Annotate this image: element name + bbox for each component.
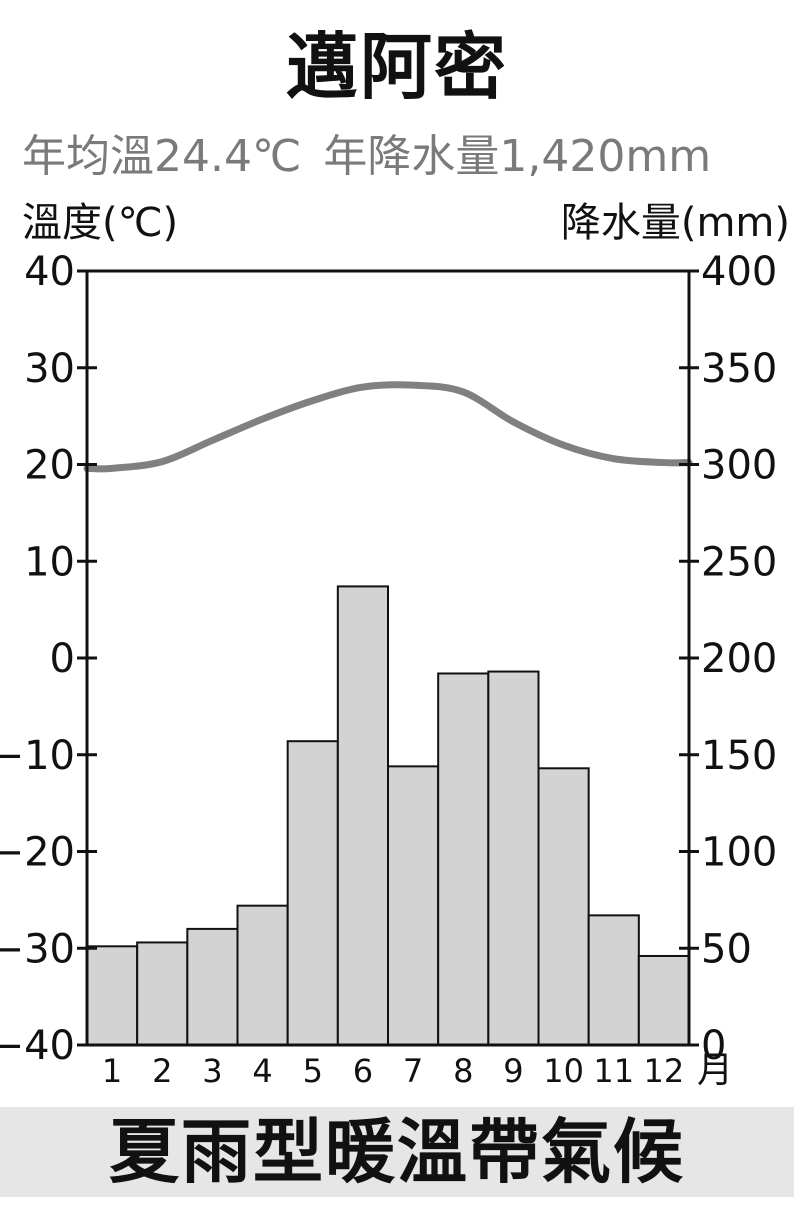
temperature-line [83, 381, 693, 473]
precip-bar-12 [637, 954, 690, 1046]
left-tick-label: 40 [24, 249, 75, 295]
month-label: 7 [403, 1052, 423, 1090]
left-tick-label: 0 [50, 636, 75, 682]
precip-bar-4 [236, 904, 289, 1046]
x-axis-unit-label: 月 [697, 1050, 733, 1091]
month-label: 6 [353, 1052, 373, 1090]
right-tick-label: 400 [701, 249, 777, 295]
right-tick-label: 50 [701, 926, 752, 972]
month-label: 2 [152, 1052, 172, 1090]
month-label: 9 [503, 1052, 523, 1090]
month-label: 8 [453, 1052, 473, 1090]
right-tick-label: 100 [701, 830, 777, 876]
precip-bar-10 [537, 767, 590, 1046]
right-axis-label: 降水量(mm) [560, 200, 790, 246]
precip-bar-6 [336, 585, 390, 1047]
precip-bar-3 [186, 927, 239, 1047]
precip-bar-7 [387, 765, 440, 1046]
annual-mean-temp: 年均溫24.4℃ [22, 131, 302, 182]
left-tick-label: −10 [0, 733, 75, 779]
month-label: 5 [303, 1052, 323, 1090]
precip-bar-9 [487, 670, 540, 1046]
annual-precip: 年降水量1,420mm [323, 131, 712, 182]
right-tick-label: 150 [701, 733, 777, 779]
left-tick-label: −30 [0, 926, 75, 972]
month-label: 1 [102, 1052, 122, 1090]
chart-title: 邁阿密 [285, 25, 508, 109]
left-tick-label: 20 [24, 443, 75, 489]
right-tick-label: 0 [701, 1023, 726, 1069]
month-label: 10 [543, 1052, 584, 1090]
month-label: 11 [593, 1052, 634, 1090]
right-tick-label: 250 [701, 539, 777, 585]
month-label: 3 [202, 1052, 222, 1090]
left-tick-label: −40 [0, 1023, 75, 1069]
footer-band [0, 1107, 794, 1197]
left-tick-label: 30 [24, 346, 75, 392]
chart-subtitle: 年均溫24.4℃ 年降水量1,420mm [22, 120, 733, 184]
left-tick-label: 10 [24, 539, 75, 585]
left-tick-label: −20 [0, 830, 75, 876]
climate-type-label: 夏雨型暖溫帶氣候 [109, 1111, 685, 1193]
month-label: 12 [644, 1052, 685, 1090]
month-label: 4 [252, 1052, 272, 1090]
precip-bar-11 [587, 914, 640, 1046]
climate-chart: 403020100−10−20−30−404003503002502001501… [0, 249, 777, 1091]
right-tick-label: 200 [701, 636, 777, 682]
right-tick-label: 350 [701, 346, 777, 392]
precip-bar-1 [86, 945, 139, 1046]
precip-bar-2 [136, 941, 189, 1047]
right-tick-label: 300 [701, 443, 777, 489]
precip-bar-8 [437, 672, 490, 1046]
left-axis-label: 溫度(℃) [22, 200, 179, 246]
precip-bar-5 [286, 740, 339, 1047]
